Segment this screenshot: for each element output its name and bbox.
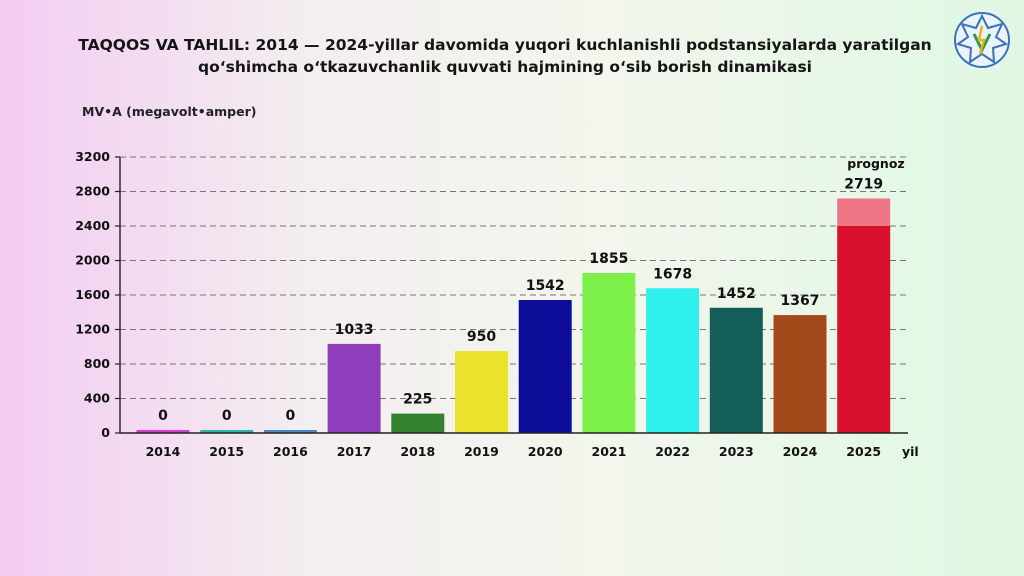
- x-tick-label: 2014: [146, 444, 181, 459]
- bar-2020: [518, 300, 572, 433]
- bar-2019: [455, 351, 508, 433]
- x-tick-label: 2018: [400, 444, 435, 459]
- x-tick-label: 2017: [337, 444, 372, 459]
- bar-2021: [582, 273, 636, 433]
- chart-title: TAQQOS VA TAHLIL: 2014 — 2024-yillar dav…: [40, 34, 970, 78]
- data-label: 1367: [781, 293, 820, 309]
- y-tick-label: 2000: [75, 253, 110, 268]
- x-tick-label: 2015: [209, 444, 244, 459]
- bar-2023: [709, 307, 763, 433]
- y-tick-label: 800: [84, 356, 110, 371]
- bar-2014: [136, 430, 190, 433]
- bars: [136, 198, 891, 433]
- chart-title-line-2: qo‘shimcha o‘tkazuvchanlik quvvati hajmi…: [197, 58, 812, 76]
- y-axis-label: MV•A (megavolt•amper): [82, 104, 257, 119]
- data-label: 950: [467, 329, 496, 345]
- x-tick-label: 2023: [719, 444, 754, 459]
- y-tick-label: 3200: [75, 149, 110, 164]
- data-label: 1542: [526, 278, 565, 294]
- y-tick-label: 2800: [75, 184, 110, 199]
- x-tick-label: 2020: [528, 444, 563, 459]
- chart-title-line-1: TAQQOS VA TAHLIL: 2014 — 2024-yillar dav…: [78, 36, 932, 54]
- x-tick-label: 2024: [783, 444, 818, 459]
- y-tick-label: 1200: [75, 322, 110, 337]
- emblem-logo: [954, 12, 1010, 68]
- y-tick-label: 0: [101, 425, 110, 440]
- y-tick-label: 400: [84, 391, 110, 406]
- data-label: 1452: [717, 286, 756, 302]
- bar-2025: [837, 226, 891, 433]
- bar-2024: [773, 315, 827, 433]
- data-label: 0: [286, 408, 296, 424]
- y-axis: 0 400 800 1200 1600 2000 2400 2800 3200: [75, 149, 121, 440]
- bar-2025-forecast-part: [837, 198, 891, 226]
- data-label: 0: [158, 408, 168, 424]
- bar-2022: [646, 288, 700, 433]
- data-labels: 0 0 0 1033 225 950 1542 1855 1678 1452 1367 2719: [158, 176, 883, 424]
- forecast-label: prognoz: [847, 156, 904, 171]
- x-tick-label: 2019: [464, 444, 499, 459]
- y-tick-label: 2400: [75, 218, 110, 233]
- bar-2015: [200, 430, 254, 433]
- x-axis-label: yil: [902, 444, 919, 459]
- x-tick-label: 2025: [846, 444, 881, 459]
- data-label: 1678: [653, 266, 692, 282]
- bar-2016: [263, 430, 317, 433]
- x-tick-label: 2016: [273, 444, 308, 459]
- y-tick-label: 1600: [75, 287, 110, 302]
- bar-2017: [327, 343, 381, 433]
- x-axis: 2014 2015 2016 2017 2018 2019 2020 2021 2022 2023…: [120, 432, 908, 459]
- x-tick-label: 2021: [592, 444, 627, 459]
- data-label: 1033: [335, 322, 374, 338]
- x-tick-label: 2022: [655, 444, 690, 459]
- bar-2018: [391, 413, 445, 433]
- data-label: 1855: [589, 251, 628, 267]
- data-label: 2719: [844, 176, 883, 192]
- data-label: 225: [403, 392, 432, 408]
- gridlines: [120, 156, 908, 399]
- data-label: 0: [222, 408, 232, 424]
